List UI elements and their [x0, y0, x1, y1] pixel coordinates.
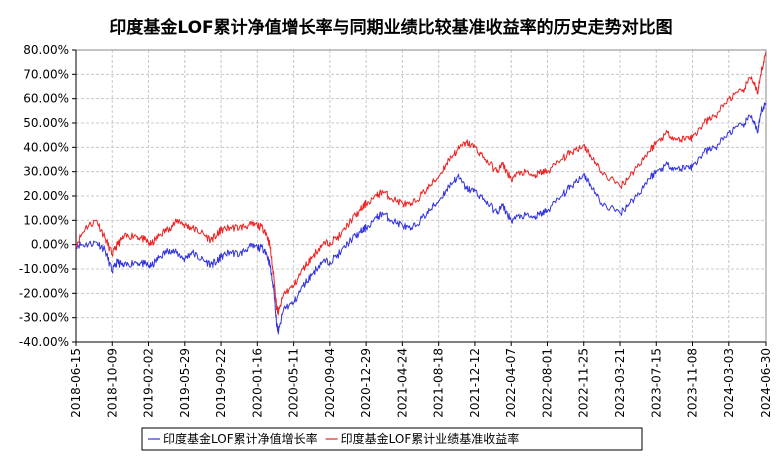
y-tick-label: -30.00%	[19, 311, 69, 325]
x-tick-label: 2019-09-22	[214, 348, 228, 418]
y-tick-label: -20.00%	[19, 286, 69, 300]
y-tick-label: 70.00%	[23, 67, 69, 81]
x-tick-label: 2024-03-03	[722, 348, 736, 418]
y-tick-label: 0.00%	[31, 238, 69, 252]
x-tick-label: 2018-10-09	[105, 348, 119, 418]
x-tick-label: 2022-04-07	[504, 348, 518, 418]
x-tick-label: 2020-09-04	[323, 348, 337, 418]
series-lines	[75, 52, 767, 335]
legend-label: 印度基金LOF累计业绩基准收益率	[341, 431, 520, 446]
x-tick-label: 2023-03-21	[613, 348, 627, 418]
legend: 印度基金LOF累计净值增长率 印度基金LOF累计业绩基准收益率	[141, 427, 643, 451]
y-tick-label: -10.00%	[19, 262, 69, 276]
y-axis-ticks: 80.00% 70.00% 60.00% 50.00% 40.00% 30.00% 20.0…	[19, 43, 76, 349]
legend-label: 印度基金LOF累计净值增长率	[163, 431, 318, 446]
y-tick-label: 30.00%	[23, 165, 69, 179]
y-tick-label: 50.00%	[23, 116, 69, 130]
x-tick-label: 2019-02-02	[142, 348, 156, 418]
x-tick-label: 2021-04-24	[395, 348, 409, 418]
y-tick-label: 20.00%	[23, 189, 69, 203]
series-line-2	[75, 52, 767, 316]
chart-title: 印度基金LOF累计净值增长率与同期业绩比较基准收益率的历史走势对比图	[109, 17, 672, 38]
y-tick-label: -40.00%	[19, 335, 69, 349]
x-tick-label: 2019-05-29	[178, 348, 192, 418]
x-tick-label: 2023-07-15	[649, 348, 663, 418]
x-axis-ticks: 2018-06-15 2018-10-09 2019-02-02 2019-05-29…	[69, 342, 773, 418]
x-tick-label: 2020-01-16	[250, 348, 264, 418]
y-tick-label: 80.00%	[23, 43, 69, 57]
x-tick-label: 2023-11-08	[686, 348, 700, 418]
x-tick-label: 2020-12-29	[359, 348, 373, 418]
legend-box	[141, 427, 643, 451]
y-tick-label: 60.00%	[23, 92, 69, 106]
y-tick-label: 40.00%	[23, 140, 69, 154]
series-line-1	[75, 102, 767, 335]
x-tick-label: 2020-05-11	[287, 348, 301, 418]
x-tick-label: 2022-08-01	[540, 348, 554, 418]
x-tick-label: 2021-08-18	[432, 348, 446, 418]
grid-lines	[75, 49, 767, 343]
y-tick-label: 10.00%	[23, 213, 69, 227]
x-tick-label: 2018-06-15	[69, 348, 83, 418]
x-tick-label: 2024-06-30	[759, 348, 773, 418]
x-tick-label: 2021-12-12	[468, 348, 482, 418]
x-tick-label: 2022-11-25	[577, 348, 591, 418]
